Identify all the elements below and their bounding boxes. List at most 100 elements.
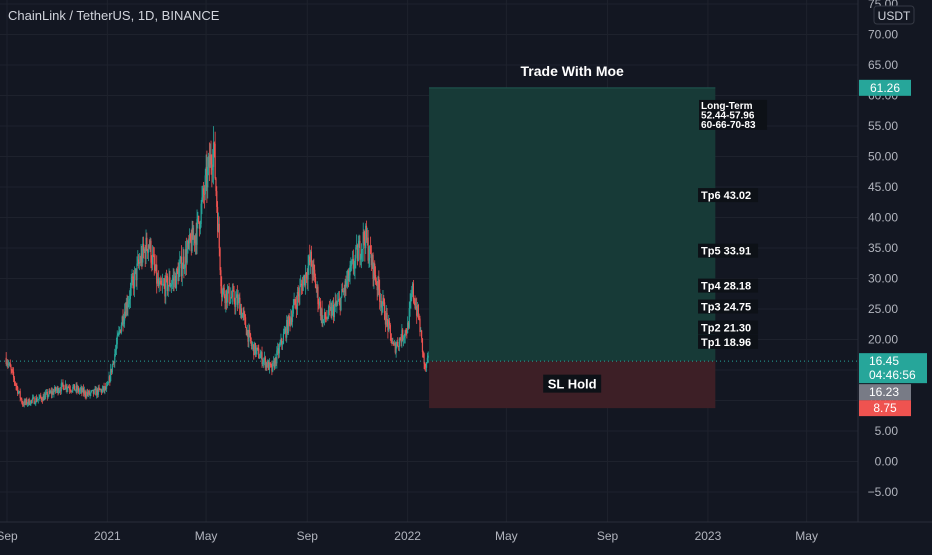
candle-body [200,203,202,224]
candle-body [203,194,206,195]
candle-body [276,350,278,364]
candle-body [407,322,410,328]
candle-body [283,332,285,335]
candle-body [154,265,156,271]
candle-body [263,360,265,363]
candle-body [170,284,173,287]
candle-body [191,227,193,252]
candle-body [59,390,62,392]
candle-body [141,253,143,263]
candle-body [224,296,226,303]
candle-body [236,294,238,305]
candle-body [38,397,40,399]
candle-body [151,262,153,265]
candle-body [420,330,422,332]
candle-body [131,276,133,283]
candle-body [339,299,341,310]
long-term-text: Long-Term [701,101,753,112]
time-tick-label: May [795,529,818,543]
candle-body [319,301,322,316]
candle-body [230,296,232,303]
candle-body [227,286,229,292]
candle-body [128,300,130,305]
target-zone[interactable] [429,87,716,362]
candle-body [278,345,280,354]
candle-body [170,286,172,287]
candle-body [415,306,417,309]
candle-body [424,363,426,367]
candle-body [45,393,47,396]
candle-body [277,348,279,351]
candle-body [105,385,108,389]
candle-body [124,311,127,317]
candle-body [315,287,317,289]
current-price-box [859,353,927,384]
candle-body [411,294,413,297]
candle-body [274,357,276,368]
candle-body [412,283,415,299]
candle-body [314,269,316,277]
candle-body [110,368,112,382]
candle-body [11,369,13,371]
candle-body [146,237,148,250]
price-tick-label: 25.00 [868,302,898,316]
candle-body [305,272,308,279]
candle-body [169,277,171,287]
candle-body [381,304,383,308]
candle-body [386,312,388,320]
candle-body [48,391,50,396]
candle-body [316,286,318,289]
candle-body [177,271,179,281]
candle-body [55,389,57,391]
candle-body [349,265,351,276]
candle-body [258,358,261,359]
candle-body [129,287,132,300]
symbol-title[interactable]: ChainLink / TetherUS, 1D, BINANCE [8,8,220,23]
candle-body [249,333,252,342]
currency-button[interactable] [873,5,915,25]
time-axis[interactable]: Sep 2021 May Sep 2022 May Sep 2023 May [0,529,818,543]
candle-body [166,275,169,292]
countdown-label: 04:46:56 [869,368,916,382]
long-term-bg [699,99,768,130]
candle-body [51,391,53,395]
candle-body [180,256,183,277]
candle-body [159,280,161,285]
candle-body [361,249,363,250]
candle-body [138,259,140,264]
candle-body [402,329,404,340]
candle-body [145,237,147,259]
candle-body [20,397,22,399]
candle-body [84,390,86,396]
candle-body [91,390,93,392]
candle-body [397,346,400,347]
target-label: Tp4 28.18 [701,281,751,293]
candle-body [371,254,373,266]
candle-body [95,388,97,396]
candle-body [242,312,244,314]
candle-body [64,384,67,389]
candle-body [421,338,424,353]
candle-body [409,302,411,308]
candle-body [252,344,254,346]
candle-body [225,290,227,303]
candle-body [379,300,382,302]
time-tick-label: 2021 [94,529,121,543]
candle-body [348,275,350,282]
candle-body [395,346,397,353]
candle-body [80,388,82,390]
sl-label: SL Hold [548,377,597,392]
candle-body [346,279,348,287]
price-tick-label: 55.00 [868,119,898,133]
candle-body [403,336,405,339]
candle-body [292,305,294,314]
candle-body [212,142,215,167]
candle-body [175,275,177,289]
candle-body [73,384,76,391]
candle-body [198,222,201,229]
candle-body [313,264,315,270]
candle-body [25,399,27,403]
